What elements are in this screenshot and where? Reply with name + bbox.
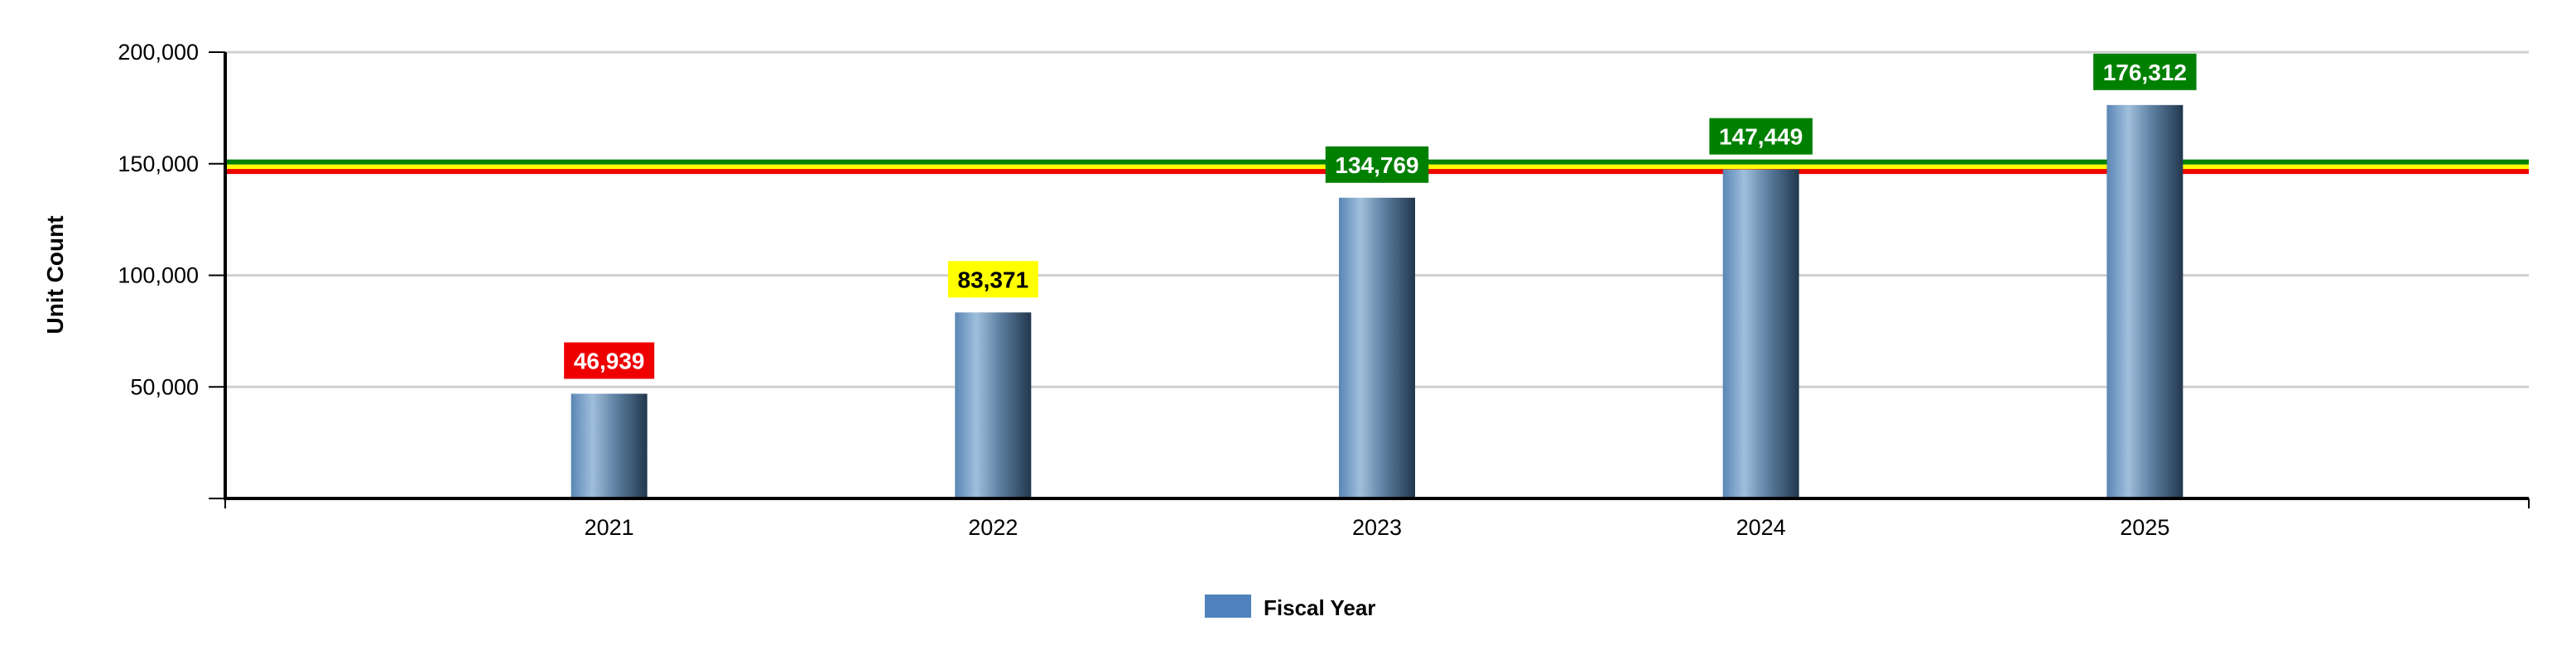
data-label: 46,939 [574, 348, 645, 373]
bar [2107, 104, 2184, 498]
data-label-box [947, 261, 1038, 298]
legend-label: Fiscal Year [1264, 595, 1375, 620]
data-label: 83,371 [958, 267, 1029, 292]
x-tick-label: 2022 [968, 515, 1018, 540]
data-label: 134,769 [1335, 152, 1418, 178]
data-label-box [1709, 118, 1813, 155]
bar [571, 393, 648, 498]
data-label: 176,312 [2103, 60, 2187, 85]
x-tick-labels: 2021 2022 2023 2024 2025 [585, 515, 2170, 540]
data-label-box [1325, 146, 1429, 183]
x-tick-label: 2025 [2120, 515, 2169, 540]
y-tick-label: 150,000 [118, 152, 199, 176]
y-tick-label: 100,000 [118, 263, 199, 288]
y-tick-label: 50,000 [130, 374, 199, 399]
legend-swatch [1205, 595, 1251, 618]
x-tick-label: 2021 [585, 515, 634, 540]
data-label-box [2093, 53, 2197, 90]
data-label-box [564, 342, 655, 379]
x-tick-label: 2024 [1736, 515, 1786, 540]
x-tick-label: 2023 [1352, 515, 1402, 540]
y-tick-labels: 50,000 100,000 150,000 200,000 [118, 40, 199, 399]
data-labels: 46,939 83,371 134,769 147,449 176,312 [564, 53, 2197, 379]
axes [209, 51, 2530, 508]
bar [955, 312, 1032, 498]
y-tick-label: 200,000 [118, 40, 199, 65]
bars [571, 104, 2184, 498]
y-axis-title: Unit Count [42, 215, 68, 334]
bar [1722, 169, 1799, 498]
legend: Fiscal Year [1205, 595, 1375, 620]
data-label: 147,449 [1719, 124, 1803, 150]
bar [1339, 197, 1415, 498]
